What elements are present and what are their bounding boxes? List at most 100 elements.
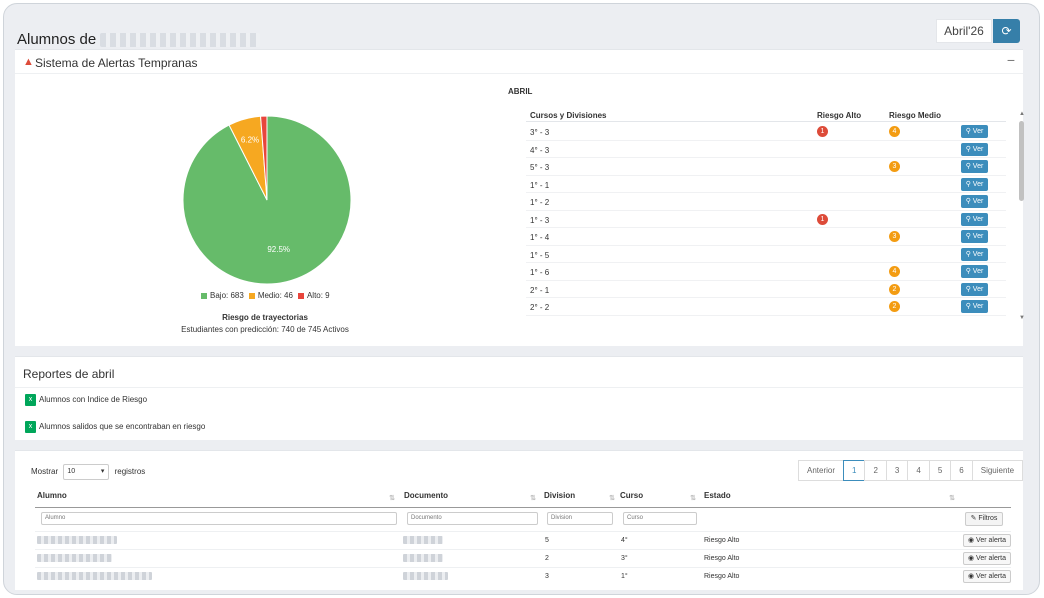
alumno-filter-input[interactable]: Alumno [41, 512, 397, 525]
report-link-risk-index[interactable]: x Alumnos con Indice de Riesgo [25, 394, 147, 406]
legend-item: Bajo: 683 [201, 291, 244, 300]
medium-risk-badge: 3 [889, 161, 900, 172]
page-button[interactable]: 3 [885, 460, 909, 481]
col-curso[interactable]: Curso ⇅ [620, 491, 696, 502]
chart-subtitle: Estudiantes con predicción: 740 de 745 A… [181, 325, 349, 334]
eye-icon: ◉ [967, 537, 977, 544]
table-row: 1° - 1 ⚲ Ver [526, 176, 1006, 193]
ver-button[interactable]: ⚲ Ver [961, 125, 988, 138]
page-button[interactable]: 2 [864, 460, 887, 481]
ver-button[interactable]: ⚲ Ver [961, 247, 988, 261]
page-button[interactable]: 6 [950, 460, 973, 481]
col-alumno[interactable]: Alumno ⇅ [37, 491, 395, 502]
ver-alerta-button[interactable]: ◉ Ver alerta [963, 552, 1011, 565]
app-frame: Alumnos de Abril'26 ⟳ ▲ Sistema de Alert… [3, 3, 1040, 595]
student-name-redacted [37, 572, 152, 580]
search-icon: ⚲ [965, 215, 973, 223]
legend-item: Medio: 46 [248, 291, 293, 300]
warning-icon: ▲ [23, 56, 34, 68]
scroll-up-icon[interactable]: ▲ [1019, 111, 1025, 117]
pie-svg: 92.5% 6.2% [182, 115, 352, 285]
table-row: 1° - 6 4 ⚲ Ver [526, 263, 1006, 281]
col-division[interactable]: Division ⇅ [544, 491, 615, 502]
ver-alerta-button[interactable]: ◉ Ver alerta [963, 570, 1011, 583]
ver-button[interactable]: ⚲ Ver [961, 142, 988, 156]
estado-cell: Riesgo Alto [704, 537, 740, 544]
col-riesgo-alto: Riesgo Alto [817, 111, 862, 120]
filters-button[interactable]: ✎ Filtros [965, 512, 1003, 526]
student-name-redacted [37, 536, 117, 544]
documento-filter-input[interactable]: Documento [407, 512, 538, 525]
sort-icon: ⇅ [690, 495, 696, 502]
sort-icon: ⇅ [530, 495, 536, 502]
col-cursos: Cursos y Divisiones [530, 111, 607, 120]
table-scrollbar[interactable]: ▲ ▼ [1019, 111, 1025, 323]
estado-cell: Riesgo Alto [704, 573, 740, 580]
course-label: 4° - 3 [530, 145, 550, 155]
ver-button[interactable]: ⚲ Ver [961, 195, 988, 208]
search-icon: ⚲ [965, 180, 973, 188]
medium-risk-badge: 4 [889, 266, 900, 277]
collapse-button[interactable]: − [1006, 52, 1015, 68]
ver-button[interactable]: ⚲ Ver [961, 282, 988, 296]
excel-icon: x [25, 394, 36, 406]
scroll-thumb[interactable] [1019, 121, 1024, 201]
document-redacted [403, 536, 443, 544]
refresh-icon: ⟳ [1001, 24, 1012, 38]
division-cell: 2 [545, 555, 549, 562]
table-row: 5 4° Riesgo Alto ◉ Ver alerta [35, 531, 1011, 549]
page-button[interactable]: Siguiente [971, 460, 1024, 481]
curso-cell: 1° [621, 573, 628, 580]
eye-icon: ◉ [967, 573, 977, 580]
course-label: 1° - 3 [530, 215, 550, 225]
table-row: 1° - 3 1 ⚲ Ver [526, 211, 1006, 228]
scroll-down-icon[interactable]: ▼ [1019, 315, 1025, 321]
table-header: Cursos y Divisiones Riesgo Alto Riesgo M… [526, 108, 1006, 122]
curso-filter-input[interactable]: Curso [623, 512, 697, 525]
legend-swatch [297, 292, 304, 299]
legend-swatch [248, 292, 255, 299]
legend-swatch [201, 292, 207, 299]
ver-button[interactable]: ⚲ Ver [961, 212, 988, 226]
ver-alerta-button[interactable]: ◉ Ver alerta [963, 534, 1011, 547]
page-button[interactable]: 1 [843, 460, 866, 481]
pie-percent-label: 92.5% [267, 245, 290, 254]
ver-button[interactable]: ⚲ Ver [961, 160, 988, 173]
col-estado[interactable]: Estado ⇅ [704, 491, 955, 502]
eye-icon: ◉ [967, 555, 977, 562]
table-row: 3° - 3 1 4 ⚲ Ver [526, 123, 1006, 141]
course-label: 5° - 3 [530, 163, 550, 172]
page-title: Alumnos de [17, 31, 261, 48]
search-icon: ⚲ [965, 163, 973, 170]
risk-pie-chart: 92.5% 6.2% [181, 114, 353, 291]
search-icon: ⚲ [965, 145, 973, 153]
page-button[interactable]: 4 [907, 460, 930, 481]
search-icon: ⚲ [965, 285, 973, 293]
medium-risk-badge: 3 [889, 231, 900, 242]
curso-cell: 3° [621, 555, 628, 562]
ver-button[interactable]: ⚲ Ver [961, 300, 988, 313]
month-heading: ABRIL [508, 87, 533, 96]
page-button[interactable]: Anterior [798, 460, 845, 481]
risk-by-course-table: Cursos y Divisiones Riesgo Alto Riesgo M… [526, 108, 1006, 318]
student-name-redacted [37, 554, 112, 562]
ver-button[interactable]: ⚲ Ver [961, 230, 988, 243]
alert-panel-header: ▲ Sistema de Alertas Tempranas − [15, 50, 1023, 74]
report-link-exited-at-risk[interactable]: x Alumnos salidos que se encontraban en r… [25, 421, 205, 433]
month-selector-button[interactable]: Abril'26 [936, 19, 992, 43]
page-button[interactable]: 5 [928, 460, 952, 481]
division-cell: 5 [545, 537, 549, 544]
course-label: 1° - 5 [530, 250, 550, 260]
division-filter-input[interactable]: Division [547, 512, 613, 525]
sort-icon: ⇅ [389, 495, 395, 502]
course-label: 2° - 2 [530, 303, 550, 312]
refresh-button[interactable]: ⟳ [993, 19, 1020, 43]
students-panel: Mostrar 10 ▾ registros Anterior 1 2 3 4 5 6 Sigu… [15, 450, 1024, 590]
page-header: Alumnos de Abril'26 ⟳ [15, 14, 1027, 54]
ver-button[interactable]: ⚲ Ver [961, 265, 988, 278]
page-length-select[interactable]: 10 ▾ [63, 464, 110, 480]
col-documento[interactable]: Documento ⇅ [404, 491, 536, 502]
eraser-icon: ✎ [970, 515, 979, 522]
chevron-down-icon: ▾ [100, 468, 105, 475]
ver-button[interactable]: ⚲ Ver [961, 177, 988, 191]
